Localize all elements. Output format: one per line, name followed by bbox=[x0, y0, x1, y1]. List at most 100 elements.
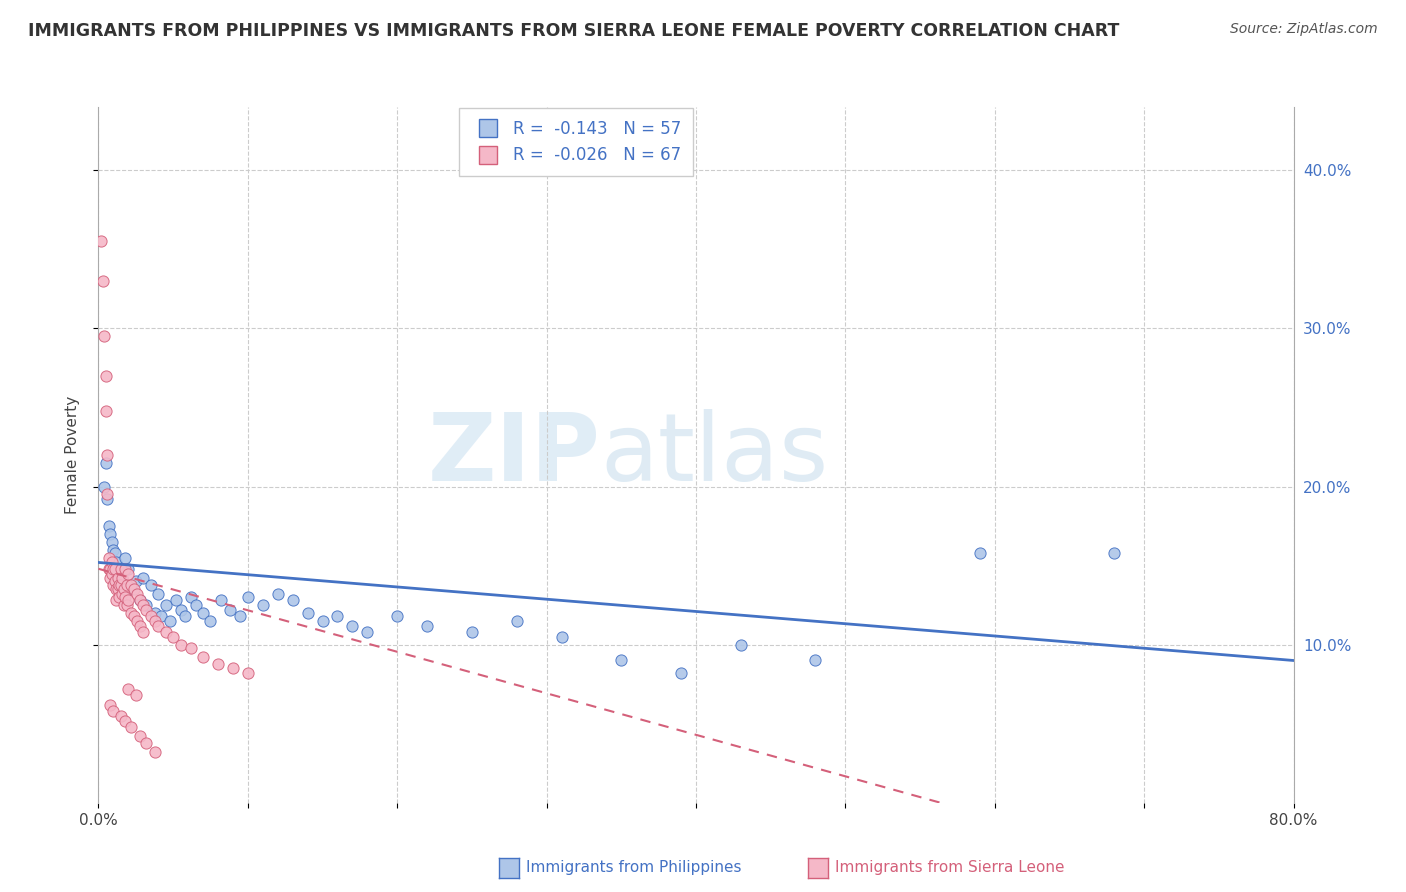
Point bbox=[139, 577, 162, 591]
Point bbox=[108, 566, 131, 581]
Point bbox=[143, 606, 166, 620]
Point bbox=[105, 582, 128, 597]
Point bbox=[132, 571, 155, 585]
Point bbox=[252, 598, 274, 612]
Point bbox=[148, 587, 170, 601]
Point bbox=[114, 591, 136, 605]
Point bbox=[111, 587, 134, 601]
Point bbox=[342, 618, 364, 632]
Point bbox=[143, 745, 166, 759]
Point bbox=[139, 609, 162, 624]
Legend: R =  -0.143   N = 57, R =  -0.026   N = 67: R = -0.143 N = 57, R = -0.026 N = 67 bbox=[460, 109, 693, 176]
Point bbox=[207, 657, 229, 671]
Point bbox=[107, 562, 129, 576]
Point bbox=[162, 630, 184, 644]
Text: atlas: atlas bbox=[600, 409, 828, 501]
Point bbox=[93, 329, 115, 343]
Point bbox=[100, 698, 122, 712]
Point bbox=[416, 618, 439, 632]
Point bbox=[110, 708, 132, 723]
Point bbox=[100, 571, 122, 585]
Point bbox=[129, 730, 152, 744]
Point bbox=[94, 456, 117, 470]
Point bbox=[117, 566, 139, 581]
Point bbox=[97, 519, 120, 533]
Point bbox=[125, 688, 148, 702]
Point bbox=[120, 606, 142, 620]
Point bbox=[111, 571, 134, 585]
Point bbox=[461, 625, 484, 640]
Point bbox=[112, 577, 135, 591]
Point bbox=[610, 653, 633, 667]
Point bbox=[326, 609, 349, 624]
Point bbox=[356, 625, 378, 640]
Text: IMMIGRANTS FROM PHILIPPINES VS IMMIGRANTS FROM SIERRA LEONE FEMALE POVERTY CORRE: IMMIGRANTS FROM PHILIPPINES VS IMMIGRANT… bbox=[28, 22, 1119, 40]
Point bbox=[114, 562, 136, 576]
Point bbox=[108, 577, 131, 591]
Point bbox=[115, 598, 138, 612]
Point bbox=[112, 598, 135, 612]
Point bbox=[311, 614, 333, 628]
Point bbox=[124, 609, 146, 624]
Point bbox=[90, 235, 112, 249]
Text: ZIP: ZIP bbox=[427, 409, 600, 501]
Point bbox=[127, 614, 149, 628]
Point bbox=[101, 534, 124, 549]
Point bbox=[96, 448, 118, 462]
Point bbox=[281, 593, 304, 607]
Text: Source: ZipAtlas.com: Source: ZipAtlas.com bbox=[1230, 22, 1378, 37]
Point bbox=[93, 479, 115, 493]
Point bbox=[97, 550, 120, 565]
Point bbox=[114, 550, 136, 565]
Point bbox=[96, 487, 118, 501]
Point bbox=[120, 582, 142, 597]
Point bbox=[129, 618, 152, 632]
Point bbox=[236, 591, 259, 605]
Point bbox=[169, 638, 191, 652]
Point bbox=[110, 562, 132, 576]
Point bbox=[120, 577, 142, 591]
Point bbox=[100, 527, 122, 541]
Point bbox=[104, 562, 127, 576]
Point bbox=[125, 574, 148, 589]
Point bbox=[129, 593, 152, 607]
Point bbox=[117, 593, 139, 607]
Point bbox=[669, 666, 692, 681]
Point bbox=[105, 556, 128, 570]
Point bbox=[104, 574, 127, 589]
Point bbox=[112, 582, 135, 597]
Point bbox=[184, 598, 207, 612]
Point bbox=[110, 562, 132, 576]
Point bbox=[117, 562, 139, 576]
Point bbox=[91, 274, 114, 288]
Point bbox=[135, 603, 157, 617]
Point bbox=[127, 587, 149, 601]
Point bbox=[550, 630, 572, 644]
Text: Immigrants from Philippines: Immigrants from Philippines bbox=[526, 861, 741, 875]
Point bbox=[108, 591, 131, 605]
Point bbox=[135, 736, 157, 750]
Point bbox=[506, 614, 529, 628]
Y-axis label: Female Poverty: Female Poverty bbox=[65, 396, 80, 514]
Point bbox=[135, 598, 157, 612]
Point bbox=[101, 556, 124, 570]
Point bbox=[236, 666, 259, 681]
Text: Immigrants from Sierra Leone: Immigrants from Sierra Leone bbox=[835, 861, 1064, 875]
Point bbox=[143, 614, 166, 628]
Point bbox=[132, 625, 155, 640]
Point bbox=[107, 571, 129, 585]
Point bbox=[200, 614, 222, 628]
Point bbox=[155, 598, 177, 612]
Point bbox=[159, 614, 181, 628]
Point bbox=[120, 720, 142, 734]
Point bbox=[132, 598, 155, 612]
Point bbox=[297, 606, 319, 620]
Point bbox=[104, 546, 127, 560]
Point bbox=[180, 640, 202, 655]
Point bbox=[101, 566, 124, 581]
Point bbox=[117, 681, 139, 696]
Point bbox=[385, 609, 409, 624]
Point bbox=[129, 593, 152, 607]
Point bbox=[103, 542, 125, 557]
Point bbox=[1104, 546, 1126, 560]
